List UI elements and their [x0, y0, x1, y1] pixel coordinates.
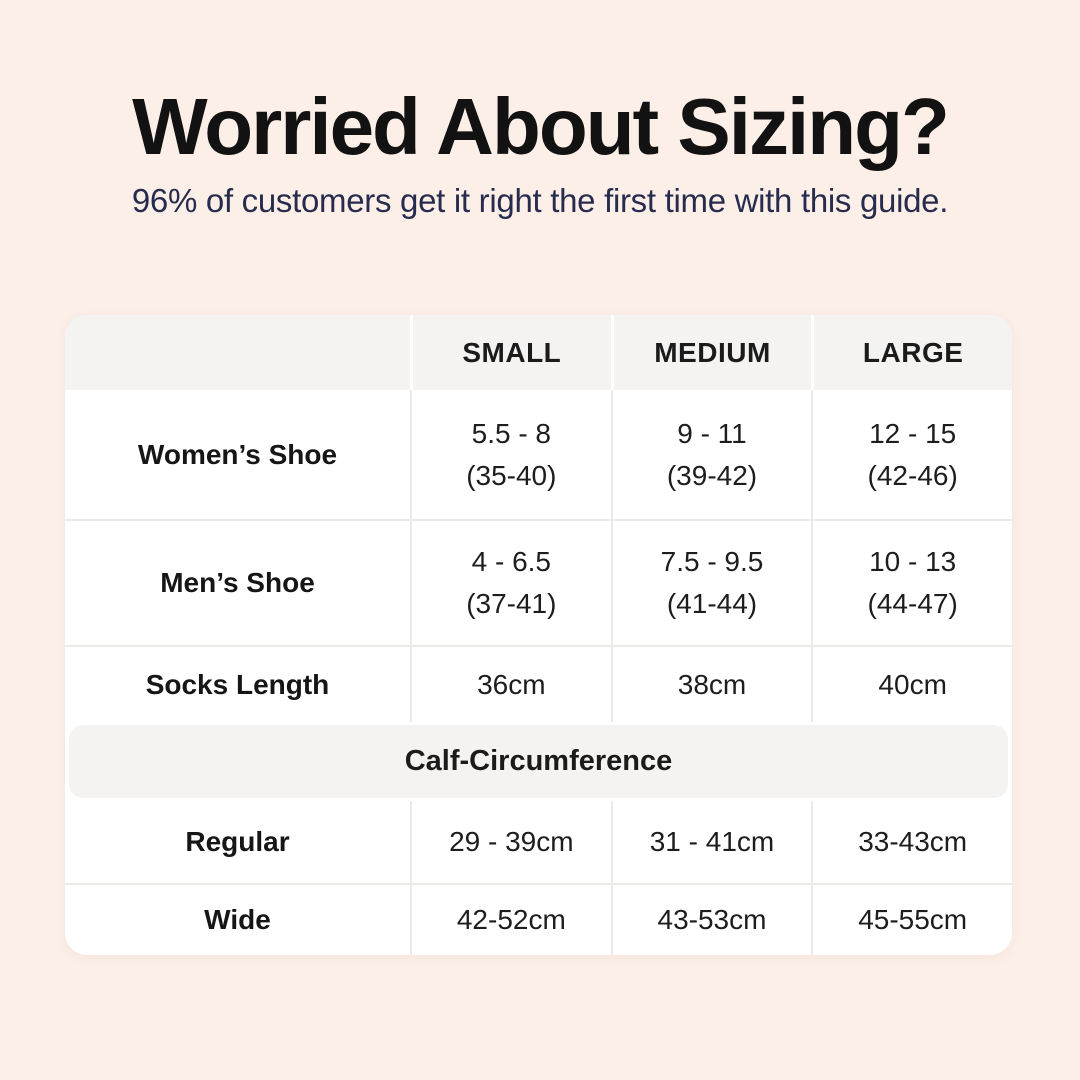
cell-line-1: 12 - 15 [869, 417, 957, 449]
regular-medium-cell: 31 - 41cm [610, 801, 812, 883]
cell-line-1: 36cm [477, 668, 546, 700]
socks-length-large-cell: 40cm [811, 647, 1012, 722]
wide-large-cell: 45-55cm [811, 885, 1012, 955]
cell-line-1: 45-55cm [858, 904, 968, 935]
socks-length-small-cell: 36cm [410, 647, 611, 722]
wide-small-cell: 42-52cm [410, 885, 611, 955]
regular-large-cell: 33-43cm [811, 801, 1012, 883]
table-row-socks-length: Socks Length 36cm 38cm 40cm [65, 645, 1012, 722]
cell-line-1: 31 - 41cm [649, 826, 775, 857]
cell-line-1: 9 - 11 [677, 417, 747, 449]
cell-line-1: 7.5 - 9.5 [660, 546, 764, 577]
mens-shoe-small-cell: 4 - 6.5 (37-41) [410, 521, 611, 645]
womens-shoe-small-cell: 5.5 - 8 (35-40) [410, 390, 611, 519]
table-row-wide: Wide 42-52cm 43-53cm 45-55cm [65, 883, 1012, 955]
row-label-wide: Wide [204, 904, 271, 935]
womens-shoe-large-cell: 12 - 15 (42-46) [811, 390, 1012, 519]
womens-shoe-medium-cell: 9 - 11 (39-42) [610, 390, 812, 519]
size-chart-table: SMALL MEDIUM LARGE Women’s Shoe 5.5 - 8 … [65, 315, 1012, 955]
mens-shoe-large-cell: 10 - 13 (44-47) [811, 521, 1012, 645]
socks-length-medium-cell: 38cm [610, 647, 812, 722]
cell-line-1: 29 - 39cm [449, 826, 574, 857]
cell-line-1: 38cm [677, 668, 747, 700]
header-cell-medium: MEDIUM [610, 315, 812, 390]
section-header-wrap: Calf-Circumference [65, 722, 1012, 801]
cell-line-1: 33-43cm [858, 826, 968, 857]
row-label-womens-shoe: Women’s Shoe [137, 438, 338, 470]
cell-line-2: (39-42) [666, 459, 758, 491]
regular-small-cell: 29 - 39cm [410, 801, 611, 883]
header-cell-blank [65, 315, 410, 390]
table-row-regular: Regular 29 - 39cm 31 - 41cm 33-43cm [65, 801, 1012, 883]
row-label-mens-shoe: Men’s Shoe [160, 567, 315, 598]
cell-line-2: (37-41) [466, 588, 557, 619]
page-subtitle: 96% of customers get it right the first … [131, 181, 949, 219]
table-header-row: SMALL MEDIUM LARGE [65, 315, 1012, 390]
table-row-womens-shoe: Women’s Shoe 5.5 - 8 (35-40) 9 - 11 (39-… [65, 390, 1012, 519]
cell-line-1: 42-52cm [456, 904, 566, 935]
section-header-calf-circumference: Calf-Circumference [69, 725, 1008, 798]
cell-line-1: 43-53cm [657, 904, 767, 935]
cell-line-2: (35-40) [466, 459, 557, 491]
table-row-mens-shoe: Men’s Shoe 4 - 6.5 (37-41) 7.5 - 9.5 (41… [65, 519, 1012, 645]
row-label-socks-length: Socks Length [145, 668, 330, 700]
cell-line-2: (41-44) [666, 588, 758, 619]
header-cell-small: SMALL [410, 315, 611, 390]
cell-line-1: 4 - 6.5 [471, 546, 552, 577]
cell-line-1: 5.5 - 8 [471, 417, 552, 449]
page-title: Worried About Sizing? [132, 82, 950, 171]
cell-line-2: (42-46) [867, 459, 958, 491]
cell-line-1: 40cm [878, 668, 947, 700]
cell-line-1: 10 - 13 [869, 546, 957, 577]
wide-medium-cell: 43-53cm [610, 885, 812, 955]
row-label-regular: Regular [185, 826, 290, 857]
header-cell-large: LARGE [811, 315, 1012, 390]
mens-shoe-medium-cell: 7.5 - 9.5 (41-44) [610, 521, 812, 645]
cell-line-2: (44-47) [867, 588, 958, 619]
